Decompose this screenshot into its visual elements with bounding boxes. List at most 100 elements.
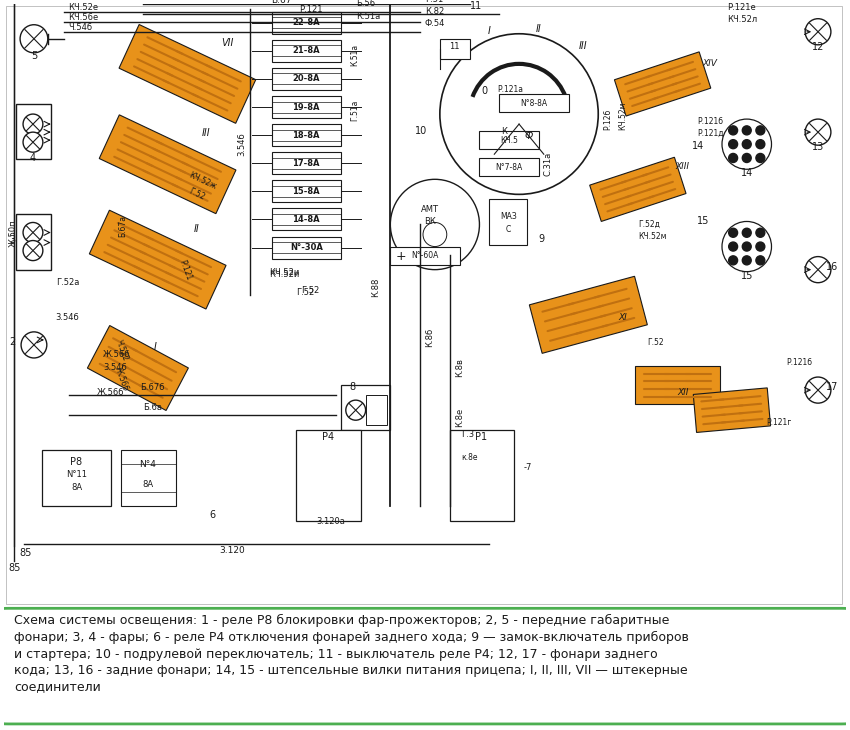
Text: 8А: 8А bbox=[142, 480, 153, 489]
Text: К: К bbox=[502, 127, 507, 136]
Circle shape bbox=[21, 332, 47, 358]
Circle shape bbox=[23, 132, 42, 152]
Text: 14: 14 bbox=[740, 169, 753, 178]
Text: Б.56: Б.56 bbox=[355, 0, 375, 7]
Text: Р.121г: Р.121г bbox=[767, 418, 792, 427]
Text: Г.52: Г.52 bbox=[648, 338, 665, 347]
FancyBboxPatch shape bbox=[271, 152, 341, 174]
Circle shape bbox=[805, 377, 831, 403]
Text: +: + bbox=[395, 250, 406, 263]
Circle shape bbox=[728, 139, 738, 149]
Text: С.31а: С.31а bbox=[544, 152, 552, 176]
Circle shape bbox=[20, 25, 48, 53]
FancyBboxPatch shape bbox=[271, 209, 341, 231]
Text: Р.12б: Р.12б bbox=[604, 109, 612, 130]
Circle shape bbox=[439, 34, 598, 194]
Text: Ф: Ф bbox=[524, 131, 533, 141]
Text: 4: 4 bbox=[30, 153, 36, 164]
Text: КЧ.52л: КЧ.52л bbox=[727, 15, 757, 23]
Text: 13: 13 bbox=[812, 142, 824, 152]
FancyBboxPatch shape bbox=[450, 430, 514, 520]
Circle shape bbox=[728, 153, 738, 163]
Text: Р.121а: Р.121а bbox=[497, 85, 524, 94]
Text: Схема системы освещения: 1 - реле Р8 блокировки фар-прожекторов; 2, 5 - передние: Схема системы освещения: 1 - реле Р8 бло… bbox=[14, 615, 689, 694]
Text: КЧ.52и: КЧ.52и bbox=[269, 269, 300, 279]
Polygon shape bbox=[89, 210, 226, 309]
FancyBboxPatch shape bbox=[271, 68, 341, 90]
Text: N°7-8A: N°7-8A bbox=[496, 163, 523, 172]
Circle shape bbox=[728, 255, 738, 265]
Text: XIII: XIII bbox=[676, 162, 689, 172]
Text: Г.52а: Г.52а bbox=[56, 277, 79, 287]
Text: Г.52: Г.52 bbox=[301, 285, 320, 295]
Circle shape bbox=[722, 119, 772, 169]
Text: к.8е: к.8е bbox=[462, 453, 478, 462]
Text: N°11: N°11 bbox=[66, 470, 87, 480]
Circle shape bbox=[756, 126, 765, 135]
Bar bbox=[479, 158, 539, 176]
Text: Г.3: Г.3 bbox=[461, 430, 474, 439]
FancyBboxPatch shape bbox=[297, 430, 360, 520]
Text: II: II bbox=[194, 223, 199, 234]
Text: К.88: К.88 bbox=[371, 277, 381, 296]
Text: Ж.56б: Ж.56б bbox=[103, 350, 131, 359]
Text: 11: 11 bbox=[450, 42, 460, 51]
Circle shape bbox=[756, 228, 765, 237]
Polygon shape bbox=[530, 276, 648, 353]
Polygon shape bbox=[88, 326, 189, 410]
Text: N°-60A: N°-60A bbox=[411, 251, 439, 260]
Text: Ж.56б: Ж.56б bbox=[113, 366, 130, 392]
Text: Р.121: Р.121 bbox=[299, 4, 323, 14]
Text: 20-8A: 20-8A bbox=[292, 74, 320, 83]
Text: I: I bbox=[153, 342, 156, 352]
Text: 6: 6 bbox=[209, 510, 215, 520]
Text: Р1: Р1 bbox=[475, 432, 488, 442]
Text: 21-8A: 21-8A bbox=[292, 46, 320, 55]
Text: КЧ.52е: КЧ.52е bbox=[69, 3, 99, 12]
FancyBboxPatch shape bbox=[16, 215, 51, 269]
Circle shape bbox=[756, 139, 765, 149]
Text: Г.52д: Г.52д bbox=[638, 220, 660, 228]
Text: Р.121е: Р.121е bbox=[727, 3, 756, 12]
Circle shape bbox=[742, 255, 751, 265]
Circle shape bbox=[728, 126, 738, 135]
Text: 5: 5 bbox=[31, 51, 37, 61]
Polygon shape bbox=[635, 366, 719, 404]
Text: 2: 2 bbox=[9, 337, 15, 347]
FancyBboxPatch shape bbox=[271, 39, 341, 62]
Circle shape bbox=[742, 126, 751, 135]
Circle shape bbox=[756, 255, 765, 265]
Text: 3: 3 bbox=[9, 234, 15, 245]
Text: К.82: К.82 bbox=[425, 7, 445, 15]
Text: 8А: 8А bbox=[71, 483, 82, 493]
FancyBboxPatch shape bbox=[0, 608, 850, 724]
Text: КЧ.52м: КЧ.52м bbox=[618, 101, 627, 130]
Text: КЧ.5: КЧ.5 bbox=[500, 136, 518, 145]
Text: Р.121д: Р.121д bbox=[697, 129, 723, 138]
Text: Ж.50п: Ж.50п bbox=[9, 219, 18, 247]
Text: КЧ.52м: КЧ.52м bbox=[638, 231, 666, 240]
Text: 3.120а: 3.120а bbox=[316, 517, 345, 526]
Text: 22-8A: 22-8A bbox=[292, 18, 320, 27]
Circle shape bbox=[346, 400, 366, 420]
Circle shape bbox=[805, 119, 831, 145]
Text: 16: 16 bbox=[825, 261, 838, 272]
Text: 14: 14 bbox=[692, 141, 705, 151]
Circle shape bbox=[805, 19, 831, 45]
Circle shape bbox=[756, 242, 765, 251]
Text: III: III bbox=[202, 128, 211, 138]
Text: Г.52: Г.52 bbox=[297, 288, 314, 296]
Text: 3.54б: 3.54б bbox=[56, 313, 80, 322]
Text: Р.121б: Р.121б bbox=[786, 358, 813, 367]
Text: 11: 11 bbox=[469, 1, 482, 11]
Text: КЧ.52и: КЧ.52и bbox=[269, 268, 300, 277]
Circle shape bbox=[728, 228, 738, 237]
Text: Б.67б: Б.67б bbox=[140, 383, 165, 392]
Text: Ч.54б: Ч.54б bbox=[69, 23, 93, 31]
Text: N°-30A: N°-30A bbox=[290, 243, 323, 252]
Text: XII: XII bbox=[677, 388, 688, 397]
Text: Б.67а: Б.67а bbox=[118, 215, 127, 237]
Text: КЧ.52ж: КЧ.52ж bbox=[187, 171, 218, 191]
Circle shape bbox=[805, 256, 831, 283]
Text: Р8: Р8 bbox=[71, 458, 82, 467]
